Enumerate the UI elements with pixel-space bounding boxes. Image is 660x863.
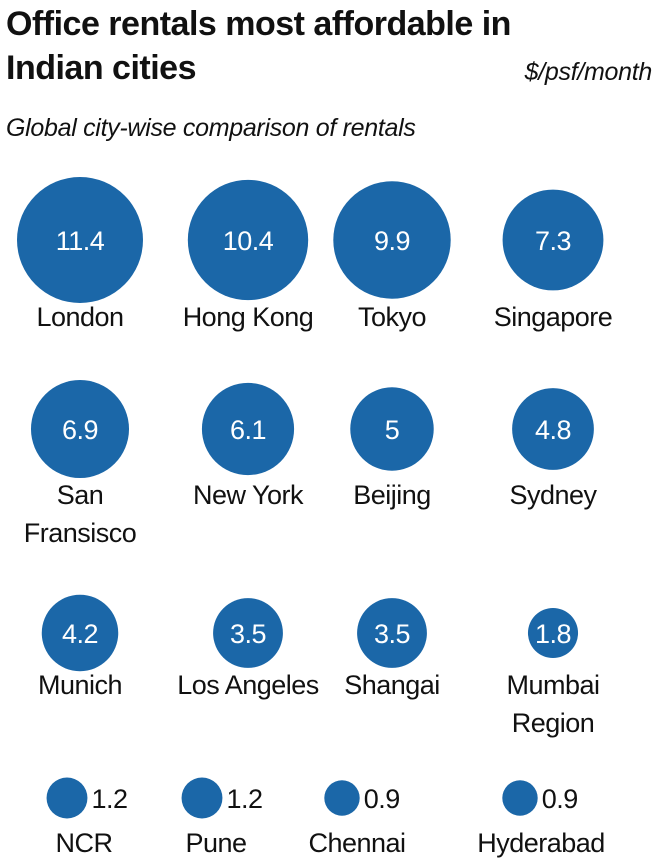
value-label-shangai: 3.5 [374,619,410,649]
value-label-ncr: 1.2 [91,784,127,814]
city-label-singapore: Singapore [494,302,613,332]
city-label-london: London [36,302,123,332]
bubble-new-york [201,382,295,476]
bubble-los-angeles [213,598,283,668]
value-label-hyderabad: 0.9 [542,784,578,814]
bubble-san-fransisco [30,379,130,479]
value-label-hong-kong: 10.4 [223,226,274,256]
value-label-beijing: 5 [385,415,400,445]
value-label-pune: 1.2 [226,784,262,814]
city-label-san-fransisco-line-2: Fransisco [24,518,137,548]
bubble-pune [181,777,223,819]
city-label-pune: Pune [185,828,246,858]
value-label-singapore: 7.3 [535,226,571,256]
city-label-mumbai-region-line-2: Region [512,708,595,738]
value-label-munich: 4.2 [62,619,98,649]
bubble-shangai [357,598,427,668]
bubble-munich [41,594,119,672]
bubble-hyderabad [502,780,538,816]
city-label-beijing: Beijing [353,480,431,510]
bubble-london [17,177,143,303]
value-label-tokyo: 9.9 [374,226,410,256]
bubble-mumbai-region [527,607,579,659]
value-label-mumbai-region: 1.8 [535,619,571,649]
city-label-hyderabad: Hyderabad [477,828,605,858]
bubble-tokyo [333,181,451,299]
city-label-shangai: Shangai [344,670,440,700]
unit-label: $/psf/month [524,58,653,86]
value-label-san-fransisco: 6.9 [62,415,98,445]
value-label-los-angeles: 3.5 [230,619,266,649]
value-label-sydney: 4.8 [535,415,571,445]
bubble-beijing [350,387,434,471]
bubble-chennai [324,780,360,816]
bubble-singapore [502,189,604,291]
value-label-chennai: 0.9 [364,784,400,814]
city-label-san-fransisco-line-1: San [57,480,104,510]
city-label-hong-kong: Hong Kong [183,302,314,332]
city-label-munich: Munich [38,670,122,700]
value-label-new-york: 6.1 [230,415,266,445]
city-label-ncr: NCR [56,828,113,858]
city-label-mumbai-region-line-1: Mumbai [506,670,599,700]
bubble-sydney [512,388,594,470]
bubble-hong-kong [187,179,309,301]
chart-subtitle: Global city-wise comparison of rentals [6,114,416,142]
city-label-los-angeles: Los Angeles [177,670,319,700]
city-label-tokyo: Tokyo [358,302,426,332]
city-label-chennai: Chennai [308,828,405,858]
city-label-sydney: Sydney [509,480,597,510]
value-label-london: 11.4 [56,226,105,256]
bubble-ncr [46,777,88,819]
chart-title: Office rentals most affordable in Indian… [6,5,511,87]
city-label-new-york: New York [193,480,304,510]
